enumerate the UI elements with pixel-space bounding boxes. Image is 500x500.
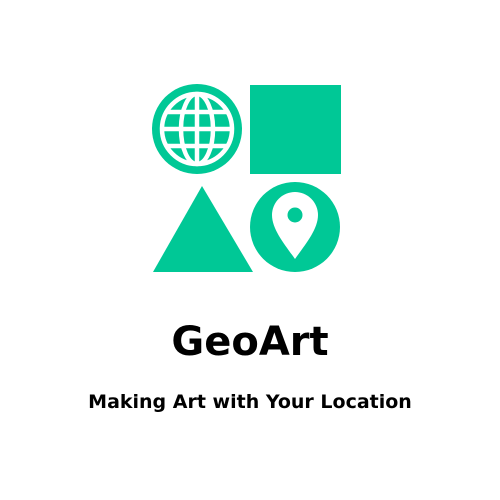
globe-icon	[152, 84, 242, 174]
brand-tagline: Making Art with Your Location	[88, 391, 412, 413]
geoart-logo-mark	[152, 84, 341, 272]
square-shape	[250, 85, 341, 174]
brand-title: GeoArt	[171, 319, 329, 365]
triangle-shape	[153, 186, 253, 272]
location-pin-icon	[250, 182, 340, 272]
